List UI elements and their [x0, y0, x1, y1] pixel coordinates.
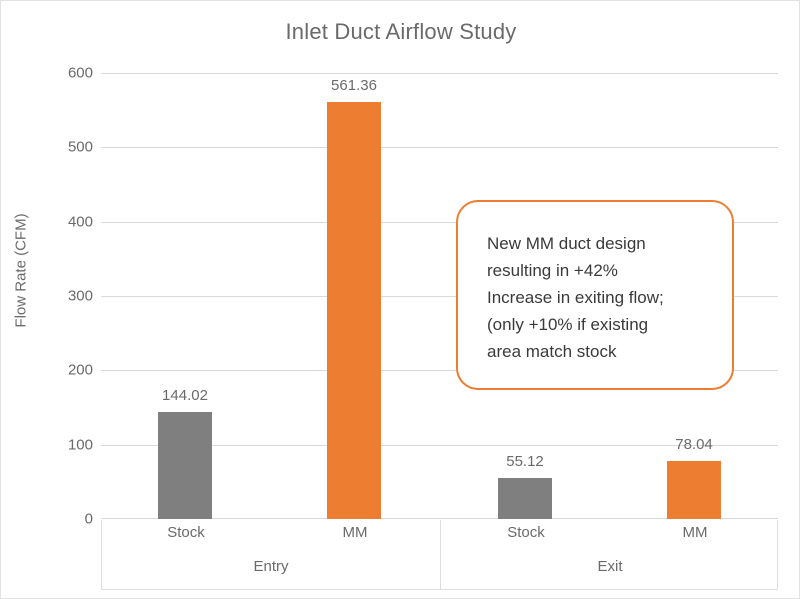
chart-title: Inlet Duct Airflow Study [285, 19, 517, 44]
gridline-400 [101, 221, 778, 223]
gridline-0 [101, 518, 778, 519]
bar-entry-mm[interactable]: 561.36 [327, 77, 381, 519]
bar-label-exit-mm: 78.04 [675, 436, 713, 453]
annotation-callout[interactable]: New MM duct design resulting in +42% Inc… [456, 200, 734, 390]
y-tick-100: 100 [67, 436, 93, 454]
gridline-300 [101, 296, 778, 297]
x-group-label-exit: Exit [597, 558, 623, 575]
bar-label-exit-stock: 55.12 [506, 453, 544, 470]
plot-area: 144.02 561.36 55.12 78.04 New MM duct de… [101, 73, 778, 519]
annotation-callout-text: New MM duct design resulting in +42% Inc… [487, 234, 664, 361]
x-axis-group-divider [440, 520, 441, 590]
y-tick-400: 400 [67, 213, 93, 231]
gridline-600 [101, 73, 778, 74]
gridline-500 [101, 147, 778, 149]
bar-label-entry-stock: 144.02 [162, 386, 208, 404]
x-tick-exit-mm: MM [682, 524, 708, 541]
bar-exit-mm[interactable]: 78.04 [667, 436, 721, 519]
y-tick-300: 300 [67, 287, 93, 305]
gridline-100 [101, 444, 778, 446]
y-tick-200: 200 [67, 361, 93, 379]
y-axis-tick-labels: 600 500 400 300 200 100 0 [31, 65, 93, 528]
y-tick-500: 500 [67, 138, 93, 156]
y-tick-600: 600 [67, 64, 93, 82]
bar-label-entry-mm: 561.36 [331, 76, 377, 94]
gridline-200 [101, 370, 778, 372]
y-tick-0: 0 [84, 510, 93, 528]
x-group-label-entry: Entry [253, 558, 289, 575]
y-axis-title-label: Flow Rate (CFM) [12, 213, 30, 328]
bar-entry-stock[interactable]: 144.02 [158, 387, 212, 519]
x-tick-exit-stock: Stock [507, 524, 545, 541]
x-axis: Stock MM Stock MM Entry Exit [101, 520, 778, 590]
bar-exit-stock[interactable]: 55.12 [498, 453, 552, 519]
x-tick-entry-stock: Stock [167, 524, 205, 541]
x-tick-entry-mm: MM [342, 524, 368, 541]
